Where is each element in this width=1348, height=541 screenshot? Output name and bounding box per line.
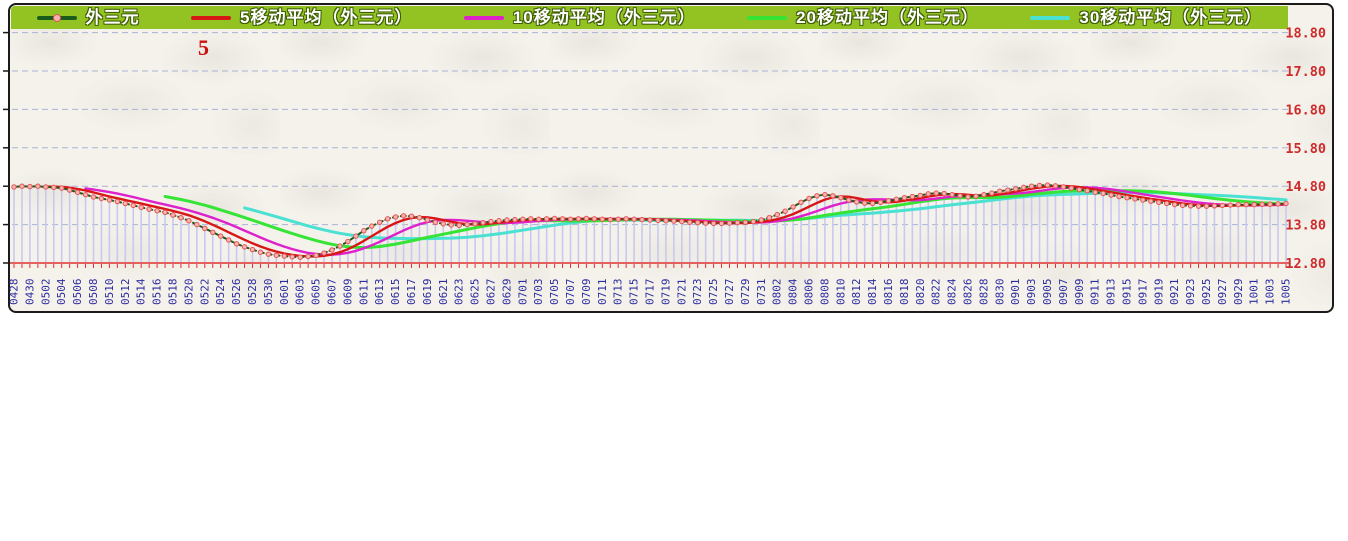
- legend-label: 10移动平均（外三元）: [512, 8, 696, 27]
- line-marker-icon: [191, 15, 232, 20]
- legend-item-ma5[interactable]: 5移动平均（外三元）: [191, 9, 412, 26]
- legend-item-series[interactable]: 外三元: [36, 8, 140, 27]
- legend-item-ma30[interactable]: 30移动平均（外三元）: [1030, 9, 1262, 26]
- chart-legend: 外三元 5移动平均（外三元） 10移动平均（外三元） 20移动平均（外三元） 30移动平…: [11, 6, 1288, 29]
- line-marker-icon: [1030, 15, 1071, 20]
- series-point-marker-icon: [52, 13, 61, 22]
- chart-annotation: 5: [198, 35, 209, 60]
- line-marker-icon: [463, 15, 504, 20]
- legend-item-ma10[interactable]: 10移动平均（外三元）: [463, 8, 696, 27]
- chart-panel: 外三元 5移动平均（外三元） 10移动平均（外三元） 20移动平均（外三元） 30移动平…: [8, 3, 1334, 313]
- legend-label: 30移动平均（外三元）: [1079, 8, 1263, 27]
- legend-label: 20移动平均（外三元）: [796, 8, 980, 27]
- legend-label: 5移动平均（外三元）: [240, 8, 413, 27]
- series-dot-line-marker-icon: [36, 13, 77, 22]
- line-marker-icon: [747, 15, 788, 20]
- legend-item-ma20[interactable]: 20移动平均（外三元）: [747, 9, 979, 26]
- legend-label: 外三元: [85, 8, 140, 27]
